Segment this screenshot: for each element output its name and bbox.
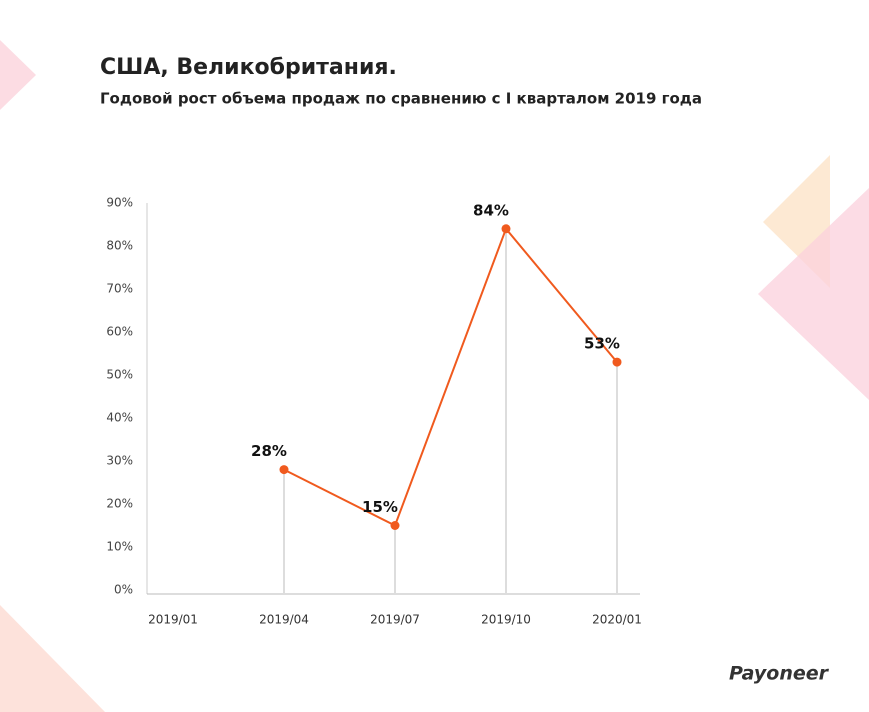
decor: [758, 188, 869, 400]
line: [283, 226, 618, 527]
y-tick-label: 60%: [106, 325, 133, 339]
chart-subtitle: Годовой рост объема продаж по сравнению …: [100, 90, 702, 108]
chart-title: США, Великобритания.: [100, 55, 397, 80]
data-label: 15%: [362, 498, 398, 516]
logo: Payoneer: [729, 663, 830, 685]
x-tick-label: 2019/01: [148, 613, 198, 627]
x-tick-label: 2019/07: [370, 613, 420, 627]
x-tick-label: 2019/10: [481, 613, 531, 627]
y-tick-label: 90%: [106, 196, 133, 210]
x-tick-label: 2020/01: [592, 613, 642, 627]
point: [279, 465, 289, 475]
y-tick-label: 80%: [106, 239, 133, 253]
data-label: 84%: [473, 201, 509, 219]
y-tick-label: 20%: [106, 497, 133, 511]
y-tick-label: 30%: [106, 454, 133, 468]
data-label: 53%: [584, 335, 620, 353]
x-tick-label: 2019/04: [259, 613, 309, 627]
y-tick-label: 70%: [106, 282, 133, 296]
y-tick-label: 0%: [114, 583, 133, 597]
point: [501, 224, 511, 234]
point: [612, 357, 622, 367]
y-tick-label: 50%: [106, 368, 133, 382]
decor: [0, 605, 105, 712]
y-tick-label: 40%: [106, 411, 133, 425]
data-label: 28%: [251, 442, 287, 460]
point: [390, 521, 400, 530]
y-tick-label: 10%: [106, 540, 133, 554]
decor: [0, 40, 36, 110]
